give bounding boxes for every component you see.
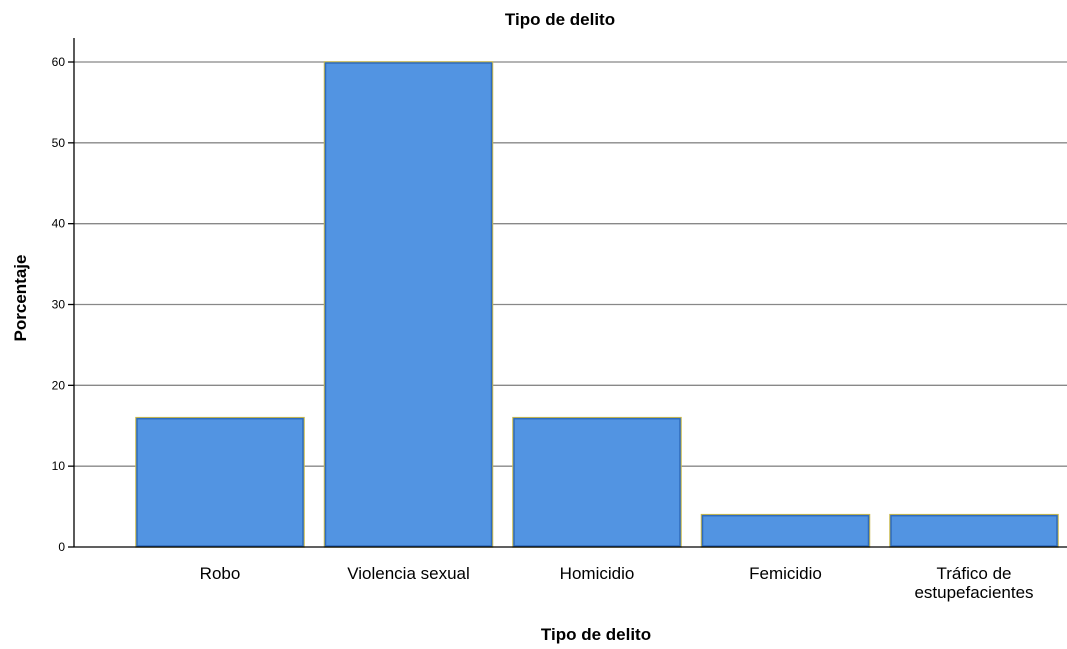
bar-outline bbox=[513, 417, 681, 547]
x-tick-label: Violencia sexual bbox=[347, 564, 470, 583]
y-tick-label: 30 bbox=[52, 298, 66, 312]
x-tick-label-line: Tráfico de bbox=[937, 564, 1012, 583]
x-tick-label-line: estupefacientes bbox=[914, 583, 1033, 602]
x-tick-label: Homicidio bbox=[560, 564, 635, 583]
gridlines bbox=[74, 61, 1067, 467]
bar-femicidio bbox=[700, 513, 871, 548]
x-tick-label-line: Violencia sexual bbox=[347, 564, 470, 583]
x-tick-label: Robo bbox=[200, 564, 241, 583]
y-tick-label: 20 bbox=[52, 378, 66, 392]
y-axis-label: Porcentaje bbox=[11, 255, 30, 342]
bar-homicidio bbox=[512, 416, 682, 548]
x-axis-label: Tipo de delito bbox=[541, 625, 651, 644]
bar-outline bbox=[701, 514, 870, 547]
chart-title: Tipo de delito bbox=[505, 10, 615, 29]
bar-outline bbox=[136, 417, 304, 547]
x-tick-label: Femicidio bbox=[749, 564, 822, 583]
bar-violencia-sexual bbox=[323, 61, 494, 548]
y-tick-label: 40 bbox=[52, 217, 66, 231]
x-tick-label-line: Robo bbox=[200, 564, 241, 583]
bar-robo bbox=[135, 416, 305, 548]
y-tick-label: 60 bbox=[52, 55, 66, 69]
y-tick-labels: 0 10 20 30 40 50 60 bbox=[52, 55, 66, 554]
x-tick-label: Tráfico de estupefacientes bbox=[914, 564, 1033, 602]
x-tick-labels: Robo Violencia sexual Homicidio Femicidio Tr… bbox=[200, 564, 1034, 602]
bar-outline bbox=[324, 62, 493, 547]
bar-tr-fico-de-estupefacientes bbox=[889, 513, 1059, 548]
y-tick-label: 10 bbox=[52, 459, 66, 473]
x-tick-label-line: Femicidio bbox=[749, 564, 822, 583]
y-tick-label: 50 bbox=[52, 136, 66, 150]
y-tick-label: 0 bbox=[58, 540, 65, 554]
bar-outline bbox=[890, 514, 1058, 547]
bars bbox=[135, 61, 1059, 548]
axes bbox=[68, 38, 1067, 548]
x-tick-label-line: Homicidio bbox=[560, 564, 635, 583]
